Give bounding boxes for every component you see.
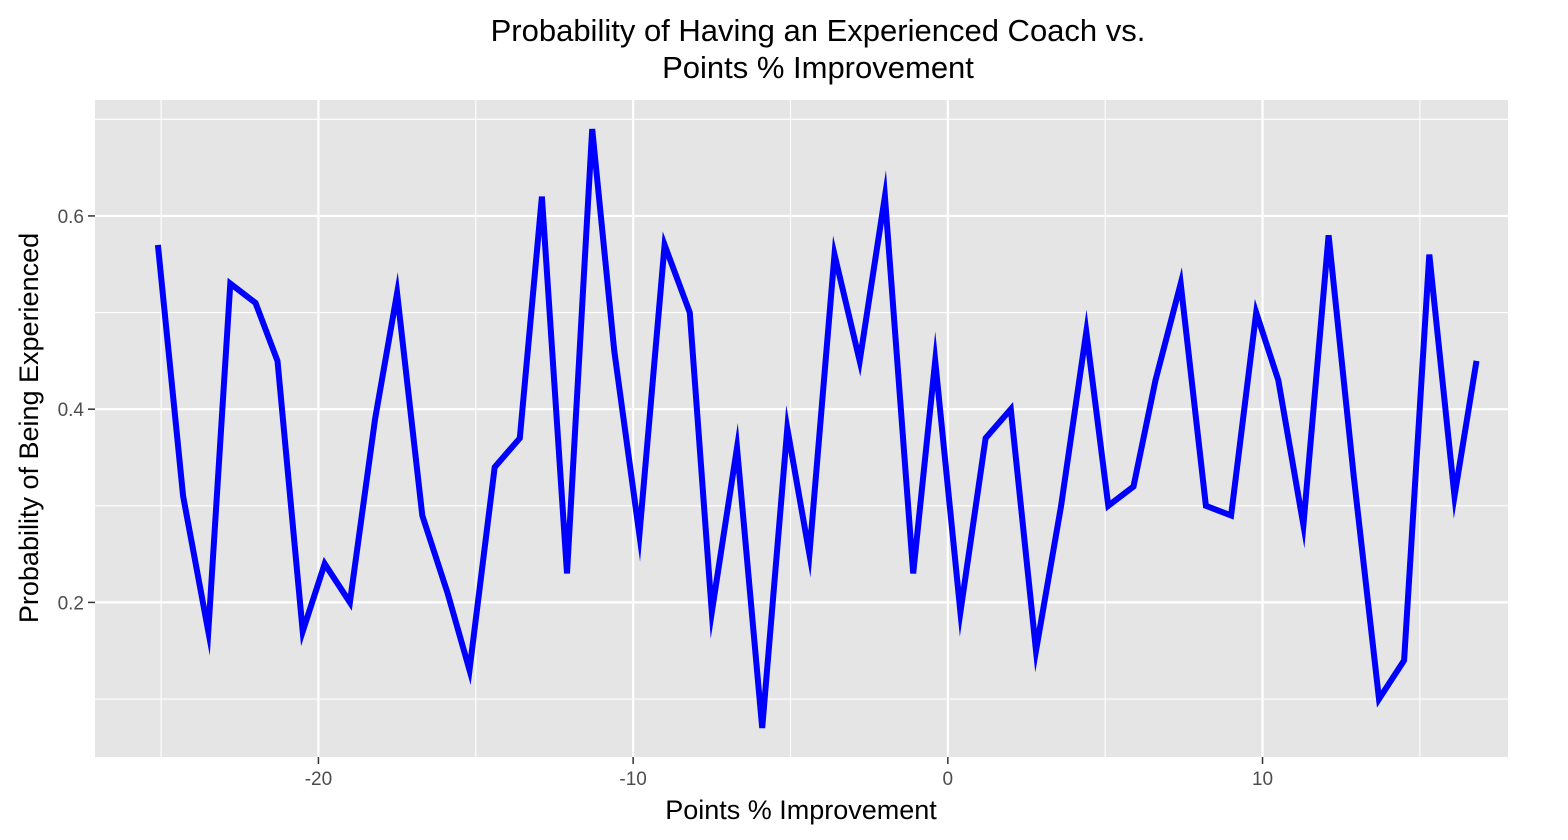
plot-panel	[95, 100, 1508, 757]
x-tick-label: -10	[619, 769, 646, 790]
y-tick-label: 0.2	[58, 593, 84, 614]
x-tick-label: -20	[305, 769, 332, 790]
y-tick-label: 0.6	[58, 207, 84, 228]
x-tick-label: 0	[943, 769, 954, 790]
y-axis-title: Probability of Being Experienced	[14, 233, 44, 623]
y-axis-ticks: 0.2 0.4 0.6	[58, 207, 95, 614]
series-group	[154, 128, 1480, 729]
x-axis-ticks: -20 -10 0 10	[305, 757, 1273, 790]
x-axis-title: Points % Improvement	[665, 795, 937, 825]
chart-title-line-1: Probability of Having an Experienced Coa…	[491, 13, 1146, 48]
x-tick-label: 10	[1252, 769, 1273, 790]
series-line-1	[154, 128, 1480, 729]
y-tick-label: 0.4	[58, 400, 85, 421]
major-gridlines	[95, 100, 1508, 757]
chart-title-line-2: Points % Improvement	[662, 50, 974, 85]
